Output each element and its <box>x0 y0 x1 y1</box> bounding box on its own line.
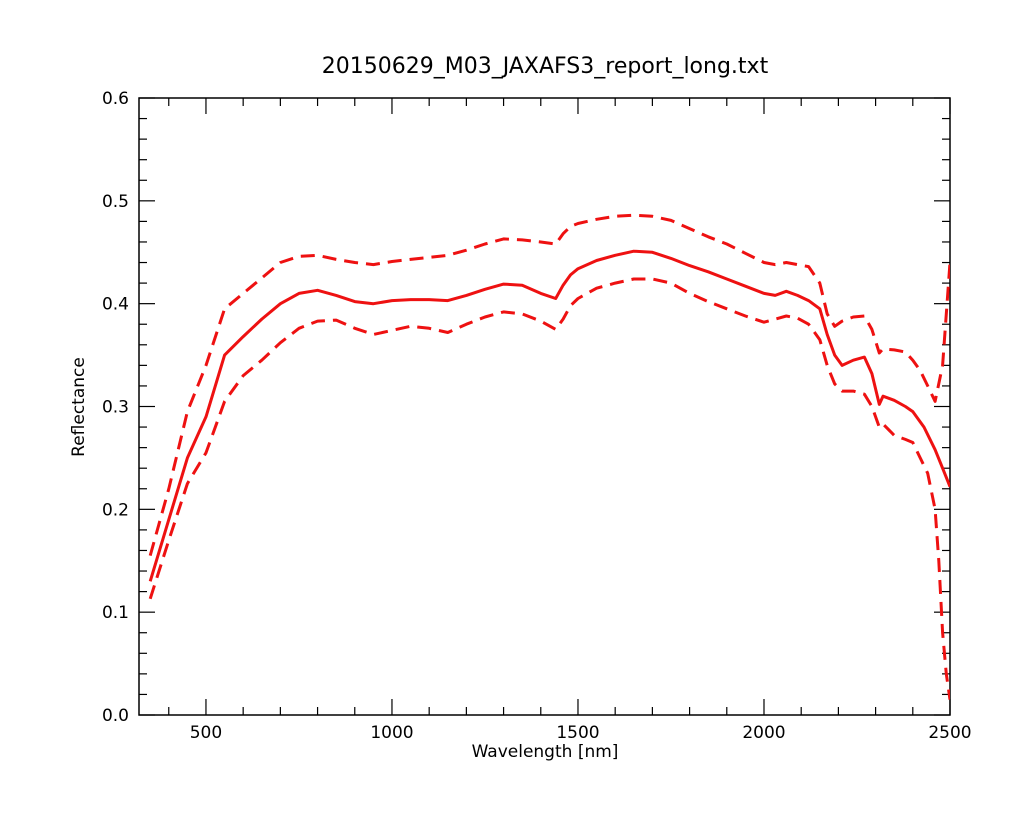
x-axis-label: Wavelength [nm] <box>472 742 619 762</box>
x-tick-label: 1000 <box>370 723 413 743</box>
x-tick-label: 500 <box>190 723 222 743</box>
upper-bound-line <box>148 213 950 557</box>
lower-bound-line <box>148 277 950 700</box>
chart-title: 20150629_M03_JAXAFS3_report_long.txt <box>322 54 769 79</box>
x-tick-label: 1500 <box>556 723 599 743</box>
y-tick-label: 0.4 <box>102 295 129 315</box>
y-axis-label: Reflectance <box>69 357 89 457</box>
y-tick-label: 0.6 <box>102 89 129 109</box>
x-tick-label: 2500 <box>928 723 971 743</box>
y-tick-label: 0.5 <box>102 192 129 212</box>
y-tick-label: 0.2 <box>102 500 129 520</box>
y-tick-label: 0.1 <box>102 603 129 623</box>
plot-area: 500 1000 1500 2000 2500 0.0 0.1 0.2 0.3 0.4 0.5 0.6 <box>102 89 972 743</box>
y-tick-label: 0.3 <box>102 398 129 418</box>
x-tick-label: 2000 <box>742 723 785 743</box>
mean-reflectance-line <box>148 249 950 582</box>
y-tick-label: 0.0 <box>102 706 129 726</box>
plot-frame <box>138 97 951 716</box>
